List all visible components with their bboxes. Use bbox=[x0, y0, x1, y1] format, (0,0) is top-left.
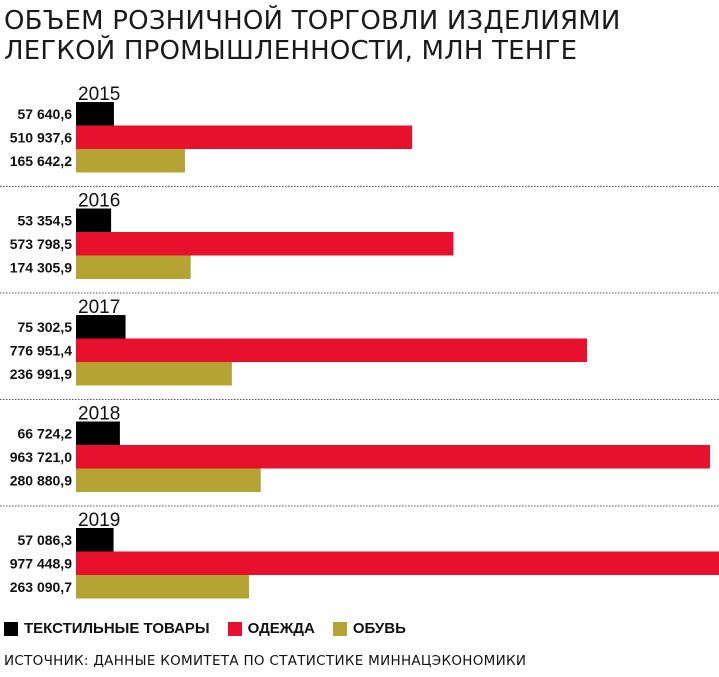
year-label: 2019 bbox=[78, 510, 120, 531]
value-label-clothing: 977 448,9 bbox=[10, 555, 72, 571]
value-label-footwear: 236 991,9 bbox=[10, 366, 72, 382]
value-label-clothing: 776 951,4 bbox=[10, 342, 72, 358]
legend-label-textile: ТЕКСТИЛЬНЫЕ ТОВАРЫ bbox=[24, 620, 210, 637]
legend-swatch-textile bbox=[4, 621, 18, 636]
bar-footwear bbox=[76, 149, 185, 173]
legend-label-footwear: ОБУВЬ bbox=[352, 620, 406, 637]
legend-item-clothing: ОДЕЖДА bbox=[227, 620, 315, 637]
bar-textile bbox=[76, 208, 112, 232]
bar-clothing bbox=[76, 125, 413, 149]
value-label-textile: 53 354,5 bbox=[18, 212, 73, 228]
bar-clothing bbox=[76, 445, 710, 469]
value-label-footwear: 165 642,2 bbox=[10, 153, 72, 169]
chart-title: ОБЪЕМ РОЗНИЧНОЙ ТОРГОВЛИ ИЗДЕЛИЯМИ ЛЕГКО… bbox=[4, 6, 716, 66]
bar-textile bbox=[76, 102, 114, 126]
legend-label-clothing: ОДЕЖДА bbox=[247, 620, 315, 637]
year-label: 2016 bbox=[78, 191, 120, 212]
value-label-clothing: 963 721,0 bbox=[10, 449, 72, 465]
legend-item-footwear: ОБУВЬ bbox=[332, 620, 406, 637]
value-label-textile: 57 086,3 bbox=[18, 532, 73, 548]
bar-clothing bbox=[76, 338, 588, 362]
year-label: 2018 bbox=[78, 404, 120, 425]
year-label: 2017 bbox=[78, 297, 120, 318]
bar-footwear bbox=[76, 468, 261, 492]
legend: ТЕКСТИЛЬНЫЕ ТОВАРЫ ОДЕЖДА ОБУВЬ bbox=[4, 620, 424, 637]
bar-chart: 2015 57 640,6 510 937,6 165 642,2 2016 53 354… bbox=[0, 84, 719, 599]
bar-footwear bbox=[76, 575, 250, 599]
value-label-clothing: 573 798,5 bbox=[10, 236, 72, 252]
legend-item-textile: ТЕКСТИЛЬНЫЕ ТОВАРЫ bbox=[4, 620, 210, 637]
bar-footwear bbox=[76, 255, 191, 279]
legend-swatch-clothing bbox=[227, 621, 242, 636]
title-line-2: ЛЕГКОЙ ПРОМЫШЛЕННОСТИ, МЛН ТЕНГЕ bbox=[4, 36, 578, 66]
value-label-clothing: 510 937,6 bbox=[10, 129, 72, 145]
title-line-1: ОБЪЕМ РОЗНИЧНОЙ ТОРГОВЛИ ИЗДЕЛИЯМИ bbox=[4, 6, 621, 36]
value-label-textile: 57 640,6 bbox=[18, 106, 73, 122]
bar-footwear bbox=[76, 362, 232, 386]
bar-textile bbox=[76, 528, 114, 552]
year-label: 2015 bbox=[78, 84, 120, 105]
bar-textile bbox=[76, 421, 120, 445]
value-label-textile: 75 302,5 bbox=[18, 319, 73, 335]
bar-clothing bbox=[76, 551, 719, 575]
bar-textile bbox=[76, 315, 126, 339]
value-label-footwear: 263 090,7 bbox=[10, 579, 72, 595]
value-label-textile: 66 724,2 bbox=[18, 425, 73, 441]
legend-swatch-footwear bbox=[332, 621, 347, 636]
bar-clothing bbox=[76, 232, 454, 256]
value-label-footwear: 174 305,9 bbox=[10, 259, 72, 275]
value-label-footwear: 280 880,9 bbox=[10, 472, 72, 488]
source-note: ИСТОЧНИК: ДАННЫЕ КОМИТЕТА ПО СТАТИСТИКЕ … bbox=[4, 653, 527, 669]
